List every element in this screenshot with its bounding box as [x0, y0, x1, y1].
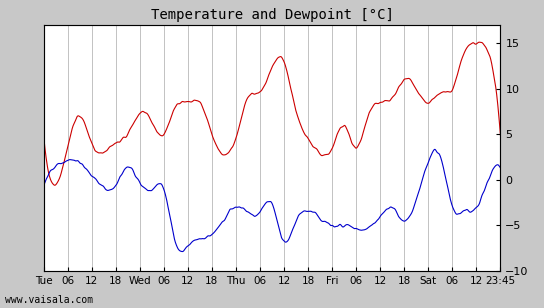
Title: Temperature and Dewpoint [°C]: Temperature and Dewpoint [°C] — [151, 8, 393, 22]
Text: www.vaisala.com: www.vaisala.com — [5, 295, 94, 305]
